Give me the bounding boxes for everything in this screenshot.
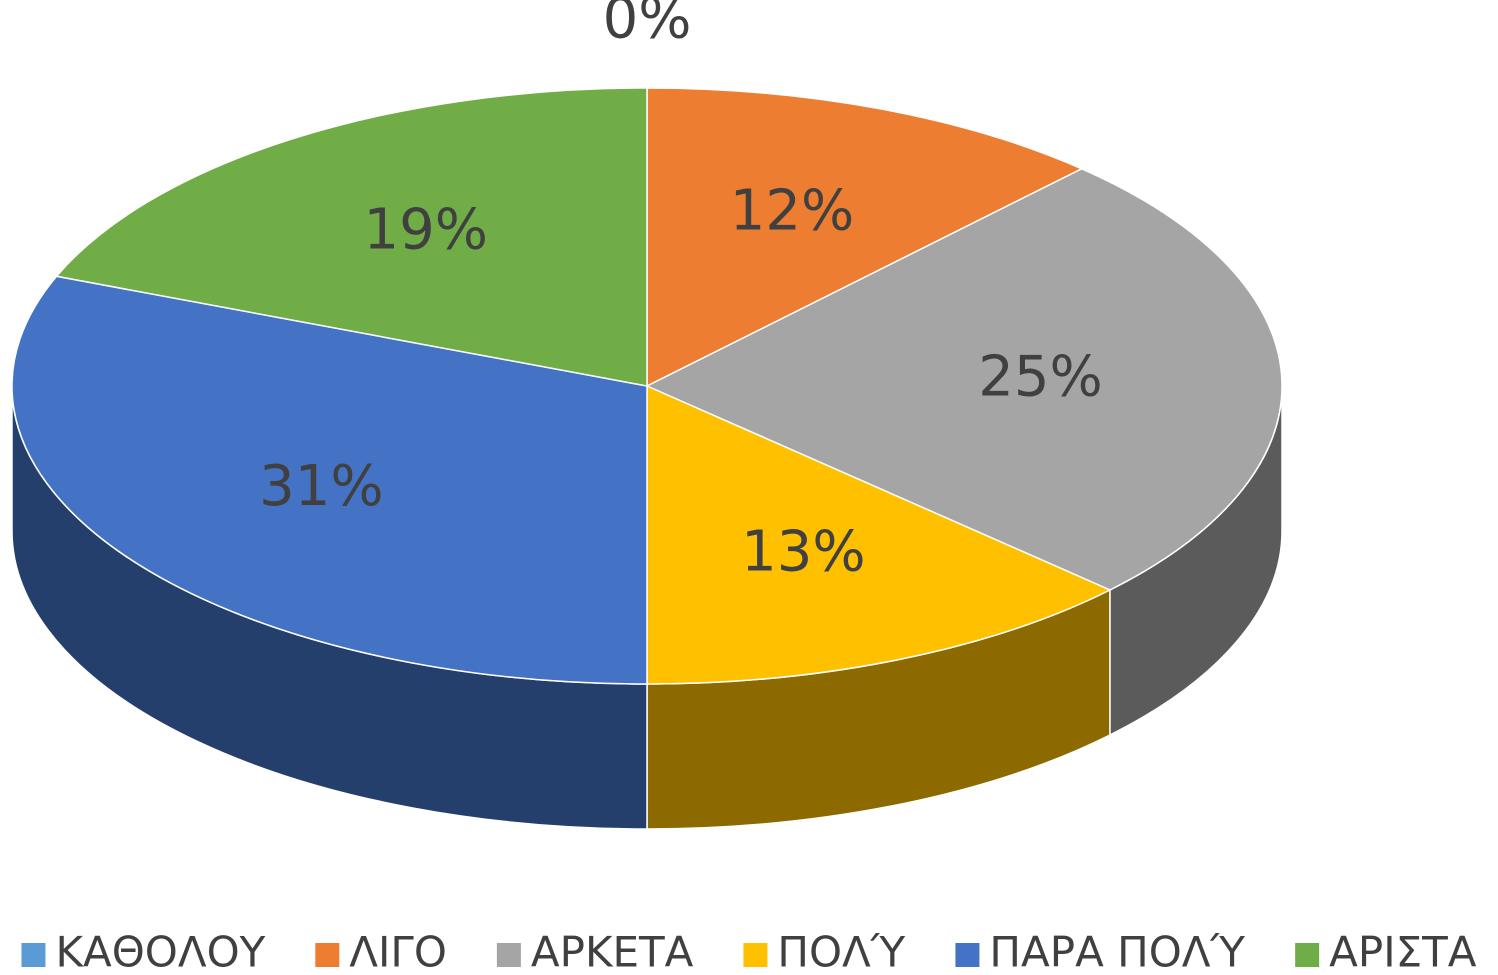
legend-swatch — [1295, 943, 1320, 967]
value-label: 0% — [603, 0, 692, 52]
legend-swatch — [743, 943, 768, 967]
legend-swatch — [955, 943, 980, 967]
legend-label: ΠΟΛΎ — [777, 928, 905, 975]
value-label: 12% — [730, 178, 854, 243]
legend-label: ΑΡΙΣΤΑ — [1329, 928, 1477, 975]
slice — [55, 87, 648, 387]
legend: ΚΑΘΟΛΟΥ ΛΙΓΟ ΑΡΚΕΤΑ ΠΟΛΎ ΠΑΡΑ ΠΟΛΎ ΑΡΙΣΤΑ — [21, 928, 1477, 975]
legend-label: ΠΑΡΑ ΠΟΛΎ — [989, 928, 1245, 975]
slice — [11, 275, 648, 685]
value-label: 31% — [259, 454, 383, 519]
value-label: 13% — [741, 520, 865, 585]
legend-label: ΑΡΚΕΤΑ — [531, 928, 694, 975]
legend-swatch — [21, 943, 46, 967]
slice — [646, 384, 1112, 685]
legend-swatch — [496, 943, 521, 967]
slice — [646, 87, 1084, 388]
slice — [645, 167, 1283, 591]
legend-label: ΛΙΓΟ — [349, 928, 447, 975]
value-label: 25% — [978, 344, 1102, 409]
legend-swatch — [315, 943, 340, 967]
value-label: 19% — [363, 197, 487, 262]
legend-label: ΚΑΘΟΛΟΥ — [55, 928, 265, 975]
